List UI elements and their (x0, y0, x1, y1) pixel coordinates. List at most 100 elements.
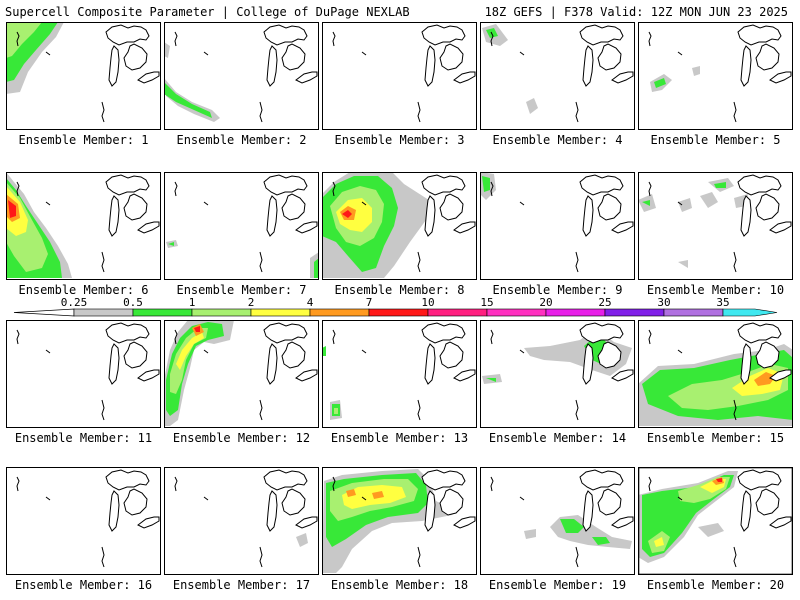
ensemble-member-panel: Ensemble Member: 15 (638, 320, 793, 445)
ensemble-member-map (322, 172, 477, 280)
scp-contour-fill (524, 529, 536, 539)
legend-color-segment (663, 308, 724, 317)
ensemble-member-panel: Ensemble Member: 18 (322, 467, 477, 592)
ensemble-member-panel: Ensemble Member: 6 (6, 172, 161, 297)
ensemble-member-label: Ensemble Member: 7 (176, 283, 307, 297)
scp-contour-fill (678, 260, 688, 268)
ensemble-member-map (322, 467, 477, 575)
great-lakes-outline (16, 322, 160, 421)
legend-tick-label: 1 (188, 296, 196, 309)
scp-contour-fill (170, 328, 208, 394)
scp-contour-fill (482, 176, 490, 192)
panel-border (480, 467, 635, 575)
ensemble-member-panel: Ensemble Member: 8 (322, 172, 477, 297)
ensemble-member-label: Ensemble Member: 16 (14, 578, 153, 592)
ensemble-member-map (480, 320, 635, 428)
legend-color-segment (191, 308, 252, 317)
ensemble-member-map (164, 467, 319, 575)
ensemble-member-map (6, 467, 161, 575)
legend-color-segment (722, 308, 778, 317)
ensemble-member-label: Ensemble Member: 13 (330, 431, 469, 445)
ensemble-member-map (322, 22, 477, 130)
ensemble-member-label: Ensemble Member: 17 (172, 578, 311, 592)
ensemble-member-label: Ensemble Member: 3 (334, 133, 465, 147)
ensemble-member-map (480, 172, 635, 280)
panel-border (322, 22, 477, 130)
ensemble-member-panel: Ensemble Member: 16 (6, 467, 161, 592)
scp-contour-fill (526, 98, 538, 114)
ensemble-member-label: Ensemble Member: 11 (14, 431, 153, 445)
scp-contour-fill (692, 66, 700, 76)
ensemble-member-map (6, 22, 161, 130)
scp-contour-fill (678, 198, 692, 212)
ensemble-member-panel: Ensemble Member: 12 (164, 320, 319, 445)
panel-border (322, 320, 477, 428)
ensemble-member-label: Ensemble Member: 1 (18, 133, 149, 147)
ensemble-member-map (638, 467, 793, 575)
ensemble-member-panel: Ensemble Member: 2 (164, 22, 319, 147)
ensemble-member-panel: Ensemble Member: 7 (164, 172, 319, 297)
scp-contour-fill (164, 78, 220, 122)
legend-tail (13, 308, 75, 317)
panel-border (638, 172, 793, 280)
valid-time-label: 18Z GEFS | F378 Valid: 12Z MON JUN 23 20… (484, 5, 788, 19)
great-lakes-outline (332, 24, 476, 123)
scp-contour-fill (642, 200, 650, 206)
great-lakes-outline (174, 174, 318, 273)
ensemble-member-label: Ensemble Member: 6 (18, 283, 149, 297)
ensemble-member-label: Ensemble Member: 15 (646, 431, 785, 445)
ensemble-member-label: Ensemble Member: 19 (488, 578, 627, 592)
ensemble-member-label: Ensemble Member: 20 (646, 578, 785, 592)
ensemble-member-label: Ensemble Member: 9 (492, 283, 623, 297)
ensemble-member-map (480, 467, 635, 575)
legend-color-segment (604, 308, 665, 317)
scp-contour-fill (698, 523, 724, 537)
ensemble-member-panel: Ensemble Member: 4 (480, 22, 635, 147)
ensemble-member-label: Ensemble Member: 10 (646, 283, 785, 297)
ensemble-member-panel: Ensemble Member: 20 (638, 467, 793, 592)
ensemble-member-panel: Ensemble Member: 1 (6, 22, 161, 147)
panel-border (6, 172, 161, 280)
panel-border (638, 467, 793, 575)
legend-tick-label: 35 (716, 296, 730, 309)
legend-color-segment (368, 308, 429, 317)
scp-contour-fill (8, 200, 16, 218)
ensemble-member-map (6, 172, 161, 280)
legend-color-segment (545, 308, 606, 317)
scp-contour-fill (714, 182, 726, 188)
ensemble-member-label: Ensemble Member: 5 (650, 133, 781, 147)
panel-border (164, 22, 319, 130)
ensemble-member-panel: Ensemble Member: 10 (638, 172, 793, 297)
scp-contour-fill (754, 372, 776, 386)
legend-tick-label: 4 (306, 296, 314, 309)
legend-color-segment (309, 308, 370, 317)
scp-contour-fill (6, 22, 42, 58)
panel-border (638, 22, 793, 130)
ensemble-member-panel: Ensemble Member: 14 (480, 320, 635, 445)
ensemble-member-label: Ensemble Member: 14 (488, 431, 627, 445)
great-lakes-outline (490, 174, 634, 273)
legend-tick-label: 10 (421, 296, 435, 309)
scp-contour-fill (372, 491, 384, 499)
panel-border (322, 172, 477, 280)
scp-contour-fill (334, 408, 338, 414)
great-lakes-outline (332, 322, 476, 421)
ensemble-member-label: Ensemble Member: 18 (330, 578, 469, 592)
great-lakes-outline (174, 469, 318, 568)
scp-contour-fill (592, 537, 610, 545)
legend-tick-label: 20 (539, 296, 553, 309)
scp-contour-fill (168, 242, 174, 246)
legend-tick-label: 0.5 (123, 296, 143, 309)
legend-tick-label: 7 (365, 296, 373, 309)
ensemble-member-map (164, 172, 319, 280)
scp-contour-fill (700, 192, 718, 208)
great-lakes-outline (490, 24, 634, 123)
ensemble-member-map (164, 320, 319, 428)
legend-color-segment (250, 308, 311, 317)
legend-color-segment (427, 308, 488, 317)
ensemble-member-map (322, 320, 477, 428)
panel-border (6, 320, 161, 428)
ensemble-member-label: Ensemble Member: 12 (172, 431, 311, 445)
legend-tick-label: 2 (247, 296, 255, 309)
legend-colorbar (13, 308, 778, 317)
